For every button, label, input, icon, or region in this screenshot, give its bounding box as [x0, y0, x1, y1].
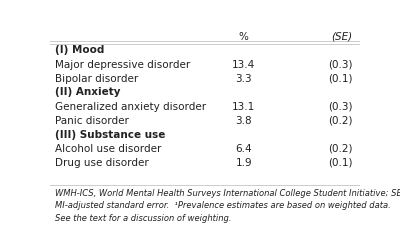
Text: (0.3): (0.3)	[328, 102, 352, 112]
Text: (0.2): (0.2)	[328, 144, 352, 154]
Text: Bipolar disorder: Bipolar disorder	[55, 74, 138, 84]
Text: See the text for a discussion of weighting.: See the text for a discussion of weighti…	[55, 214, 231, 223]
Text: (SE): (SE)	[331, 32, 352, 42]
Text: Major depressive disorder: Major depressive disorder	[55, 60, 190, 70]
Text: (0.3): (0.3)	[328, 60, 352, 70]
Text: 6.4: 6.4	[236, 144, 252, 154]
Text: MI-adjusted standard error.  ¹Prevalence estimates are based on weighted data.: MI-adjusted standard error. ¹Prevalence …	[55, 201, 390, 210]
Text: WMH-ICS, World Mental Health Surveys International College Student Initiative; S: WMH-ICS, World Mental Health Surveys Int…	[55, 189, 400, 198]
Text: (0.2): (0.2)	[328, 116, 352, 126]
Text: (0.1): (0.1)	[328, 74, 352, 84]
Text: 3.8: 3.8	[236, 116, 252, 126]
Text: (I) Mood: (I) Mood	[55, 45, 104, 55]
Text: 3.3: 3.3	[236, 74, 252, 84]
Text: 13.4: 13.4	[232, 60, 255, 70]
Text: Generalized anxiety disorder: Generalized anxiety disorder	[55, 102, 206, 112]
Text: 13.1: 13.1	[232, 102, 255, 112]
Text: %: %	[239, 32, 249, 42]
Text: Drug use disorder: Drug use disorder	[55, 158, 148, 168]
Text: 1.9: 1.9	[236, 158, 252, 168]
Text: (III) Substance use: (III) Substance use	[55, 130, 165, 140]
Text: Alcohol use disorder: Alcohol use disorder	[55, 144, 161, 154]
Text: (II) Anxiety: (II) Anxiety	[55, 87, 120, 97]
Text: (0.1): (0.1)	[328, 158, 352, 168]
Text: Panic disorder: Panic disorder	[55, 116, 128, 126]
